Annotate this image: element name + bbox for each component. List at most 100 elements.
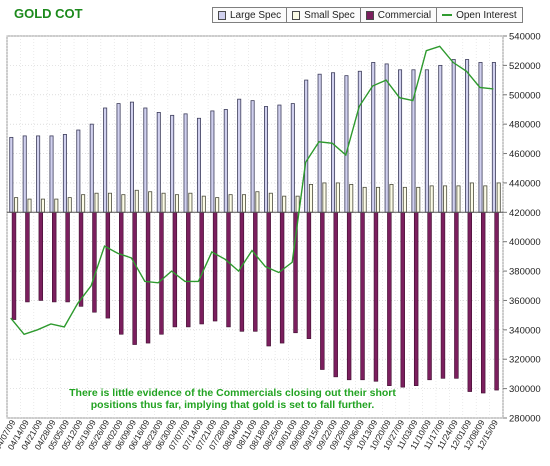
bar-small-spec [349, 183, 354, 213]
y-tick-label: 500000 [509, 90, 541, 101]
legend-item-large-spec: Large Spec [213, 8, 288, 22]
bar-large-spec [411, 69, 416, 213]
bar-small-spec [121, 194, 126, 213]
bar-commercial [186, 212, 191, 328]
bar-commercial [199, 212, 204, 325]
bar-large-spec [76, 129, 81, 213]
legend-swatch-commercial [365, 10, 374, 20]
bar-commercial [400, 212, 405, 388]
bar-commercial [279, 212, 285, 344]
bar-small-spec [376, 186, 381, 213]
bar-large-spec [237, 98, 242, 213]
bar-large-spec [116, 103, 121, 213]
legend-item-commercial: Commercial [361, 8, 438, 22]
y-tick-label: 480000 [509, 120, 541, 131]
y-tick-label: 400000 [509, 237, 541, 248]
bar-commercial [306, 212, 312, 339]
bar-commercial [413, 212, 419, 386]
bar-commercial [333, 212, 338, 378]
bar-commercial [373, 212, 379, 382]
bar-small-spec [54, 198, 59, 213]
bar-commercial [346, 212, 352, 381]
bar-commercial [387, 212, 392, 386]
chart-annotation: There is little evidence of the Commerci… [10, 387, 455, 411]
bar-large-spec [491, 62, 496, 213]
bar-large-spec [129, 101, 134, 213]
bar-small-spec [107, 192, 112, 213]
bar-large-spec [304, 79, 309, 213]
bar-large-spec [36, 135, 41, 213]
bar-large-spec [331, 72, 336, 213]
legend-swatch-open-interest [442, 14, 453, 16]
bar-small-spec [201, 195, 206, 213]
bar-small-spec [402, 186, 407, 213]
bar-commercial [11, 212, 17, 320]
bar-commercial [119, 212, 124, 335]
legend-label-open-interest: Open Interest [456, 9, 517, 21]
bar-large-spec [424, 69, 429, 213]
chart-title: GOLD COT [14, 6, 83, 21]
bar-commercial [25, 212, 30, 303]
bar-large-spec [465, 59, 470, 213]
y-tick-label: 320000 [509, 355, 541, 366]
bar-commercial [105, 212, 111, 319]
annotation-line-1: There is little evidence of the Commerci… [69, 387, 396, 399]
bar-large-spec [451, 59, 456, 213]
bar-large-spec [170, 114, 175, 213]
bar-commercial [92, 212, 97, 313]
bar-small-spec [134, 189, 139, 213]
bar-small-spec [469, 182, 474, 213]
line-open-interest [10, 45, 494, 336]
bar-large-spec [183, 113, 188, 213]
legend-swatch-large-spec [218, 10, 226, 20]
bar-commercial [78, 212, 84, 307]
bar-small-spec [483, 185, 488, 213]
bar-small-spec [40, 198, 45, 213]
bar-commercial [132, 212, 137, 345]
bar-large-spec [103, 107, 108, 213]
y-tick-label: 340000 [509, 325, 541, 336]
bar-commercial [320, 212, 325, 370]
bar-commercial [226, 212, 231, 328]
bar-commercial [159, 212, 164, 335]
bar-large-spec [22, 135, 27, 213]
legend-item-small-spec: Small Spec [287, 8, 361, 22]
bar-small-spec [228, 194, 233, 213]
bar-small-spec [215, 197, 220, 213]
bar-commercial [38, 212, 44, 301]
bar-large-spec [478, 62, 483, 213]
bar-small-spec [188, 192, 193, 213]
bar-commercial [212, 212, 218, 322]
bar-commercial [454, 212, 459, 379]
y-tick-label: 300000 [509, 384, 541, 395]
bar-small-spec [416, 186, 421, 213]
bar-small-spec [456, 185, 461, 213]
bar-small-spec [27, 198, 32, 213]
legend-label-large-spec: Large Spec [230, 9, 282, 21]
bar-commercial [253, 212, 258, 332]
bar-small-spec [443, 185, 448, 213]
y-tick-label: 360000 [509, 296, 541, 307]
bar-large-spec [210, 110, 215, 213]
bar-small-spec [389, 183, 394, 213]
bar-large-spec [264, 106, 269, 213]
bar-small-spec [174, 194, 179, 213]
bar-small-spec [362, 186, 367, 213]
bar-commercial [65, 212, 70, 303]
y-tick-label: 380000 [509, 267, 541, 278]
bar-small-spec [335, 182, 340, 213]
bar-small-spec [496, 182, 501, 213]
bar-commercial [427, 212, 432, 381]
bar-large-spec [290, 103, 295, 213]
bar-large-spec [357, 70, 362, 213]
bar-commercial [172, 212, 178, 328]
bar-large-spec [250, 100, 255, 213]
bar-commercial [239, 212, 245, 332]
legend-label-commercial: Commercial [377, 9, 432, 21]
bar-large-spec [384, 63, 389, 213]
bar-commercial [145, 212, 151, 344]
bar-small-spec [241, 194, 246, 213]
chart-legend: Large Spec Small Spec Commercial Open In… [212, 7, 523, 23]
bar-small-spec [81, 194, 86, 213]
bar-small-spec [268, 192, 273, 213]
